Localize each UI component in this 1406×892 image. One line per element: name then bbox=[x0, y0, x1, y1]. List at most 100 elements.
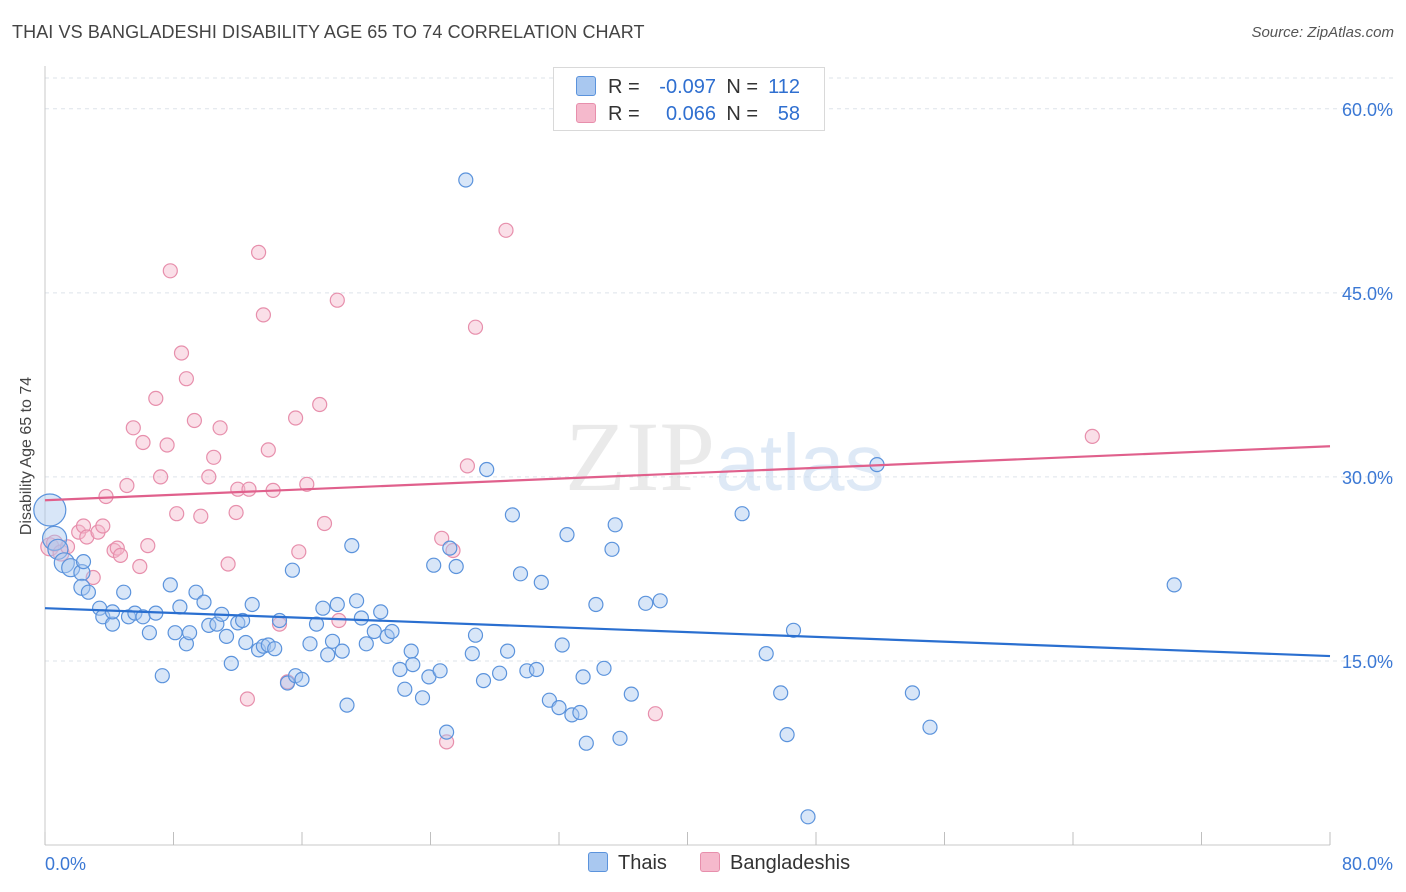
bangladeshi-point bbox=[119, 477, 135, 494]
series-legend-thais[interactable]: Thais bbox=[588, 852, 667, 875]
thai-point bbox=[116, 584, 132, 600]
watermark: ZIP atlas bbox=[565, 401, 884, 512]
y-tick-label: 60.0% bbox=[1342, 100, 1393, 120]
y-tick-label: 45.0% bbox=[1342, 284, 1393, 304]
thai-point bbox=[734, 506, 750, 522]
thai-point bbox=[75, 553, 92, 570]
thai-point bbox=[800, 809, 816, 825]
bangladeshi-point bbox=[467, 319, 484, 335]
thai-point bbox=[575, 669, 591, 685]
x-tick-label-max: 80.0% bbox=[1342, 854, 1393, 874]
thai-point bbox=[127, 605, 143, 621]
thai-point bbox=[405, 656, 421, 673]
thai-point bbox=[528, 661, 545, 678]
thai-point bbox=[162, 577, 178, 593]
axis-layer bbox=[44, 66, 1331, 846]
axis-label-layer: 15.0% 30.0% 45.0% 60.0% 0.0% 80.0% bbox=[45, 100, 1393, 874]
bangladeshi-point bbox=[241, 481, 257, 497]
thai-point bbox=[320, 647, 336, 663]
thai-point bbox=[154, 668, 170, 684]
legend-swatch-bangladeshis bbox=[576, 103, 596, 123]
thai-point bbox=[467, 627, 484, 643]
bangladeshi-point bbox=[125, 420, 141, 436]
bangladeshi-point bbox=[109, 540, 125, 556]
thai-point bbox=[426, 557, 442, 573]
thai-point bbox=[358, 636, 374, 652]
thai-point bbox=[638, 595, 654, 611]
series-swatch-bangladeshis bbox=[700, 852, 720, 872]
bangladeshi-point bbox=[162, 263, 178, 279]
thai-point bbox=[104, 616, 121, 632]
legend-row-bangladeshis: R = 0.066 N = 58 bbox=[576, 103, 800, 127]
thai-point bbox=[53, 552, 75, 574]
thai-point bbox=[172, 599, 188, 615]
bangladeshi-point bbox=[159, 437, 175, 453]
bangladeshi-point bbox=[169, 506, 185, 522]
bangladeshi-point bbox=[251, 244, 267, 260]
bangladeshi-point bbox=[212, 420, 228, 436]
bangladeshi-point bbox=[153, 469, 169, 485]
chart-title: THAI VS BANGLADESHI DISABILITY AGE 65 TO… bbox=[12, 22, 645, 42]
bangladeshi-point bbox=[459, 458, 475, 474]
thai-point bbox=[308, 616, 325, 632]
thai-point bbox=[294, 671, 310, 688]
thai-point bbox=[315, 600, 331, 616]
thai-point bbox=[504, 507, 521, 523]
thai-point bbox=[344, 537, 360, 554]
thai-point bbox=[512, 566, 529, 582]
series-legend-bangladeshis[interactable]: Bangladeshis bbox=[700, 852, 850, 875]
bangladeshi-point bbox=[173, 345, 190, 361]
grid-layer bbox=[45, 77, 1393, 662]
bangladeshi-point bbox=[288, 410, 304, 426]
bangladeshi-point bbox=[255, 307, 271, 323]
bangladeshi-point bbox=[220, 556, 236, 572]
series-label-bangladeshis: Bangladeshis bbox=[730, 852, 851, 874]
bangladeshi-point bbox=[206, 449, 222, 465]
thai-point bbox=[442, 540, 458, 556]
legend-n-value: 112 bbox=[768, 76, 800, 98]
thai-point bbox=[464, 645, 480, 662]
thai-point bbox=[141, 625, 157, 641]
thai-point bbox=[196, 594, 212, 610]
bangladeshi-point bbox=[239, 691, 255, 707]
thai-point bbox=[500, 643, 516, 659]
thai-point bbox=[329, 596, 345, 613]
thai-point bbox=[47, 538, 69, 560]
thai-point bbox=[612, 730, 628, 746]
thai-point bbox=[588, 596, 604, 613]
thai-point bbox=[904, 685, 921, 701]
thai-point bbox=[397, 681, 413, 697]
bangladeshi-point bbox=[135, 434, 151, 451]
thai-point bbox=[267, 641, 283, 657]
thai-point bbox=[607, 517, 623, 533]
bangladeshi-point bbox=[228, 504, 244, 521]
thai-point bbox=[324, 633, 341, 649]
thai-point bbox=[623, 686, 639, 702]
bangladeshi-point bbox=[132, 558, 148, 575]
bangladeshi-point bbox=[291, 544, 307, 560]
legend-r-label: R = bbox=[608, 103, 640, 125]
series-swatch-thais bbox=[588, 852, 608, 872]
thai-point bbox=[458, 172, 474, 188]
thai-point bbox=[403, 643, 419, 659]
thai-point bbox=[392, 661, 408, 678]
bangladeshi-point bbox=[186, 412, 202, 429]
thai-point bbox=[271, 612, 288, 629]
bangladeshi-point bbox=[329, 292, 345, 308]
thai-point bbox=[533, 574, 549, 591]
trend-layer bbox=[44, 445, 1331, 658]
legend-r-value: 0.066 bbox=[665, 103, 716, 125]
bangladeshi-point bbox=[299, 476, 315, 492]
legend-r-value: -0.097 bbox=[659, 76, 716, 98]
thai-point bbox=[1166, 577, 1182, 593]
thai-point bbox=[188, 584, 204, 600]
bangladeshi-point bbox=[148, 390, 164, 406]
bangladeshi-point bbox=[312, 396, 328, 413]
bangladeshi-point bbox=[316, 515, 333, 532]
thai-point bbox=[479, 461, 495, 478]
bangladeshi-point bbox=[434, 530, 450, 546]
source-label: Source: ZipAtlas.com bbox=[1251, 24, 1394, 41]
thai-point bbox=[414, 690, 431, 706]
thai-point bbox=[432, 663, 448, 679]
